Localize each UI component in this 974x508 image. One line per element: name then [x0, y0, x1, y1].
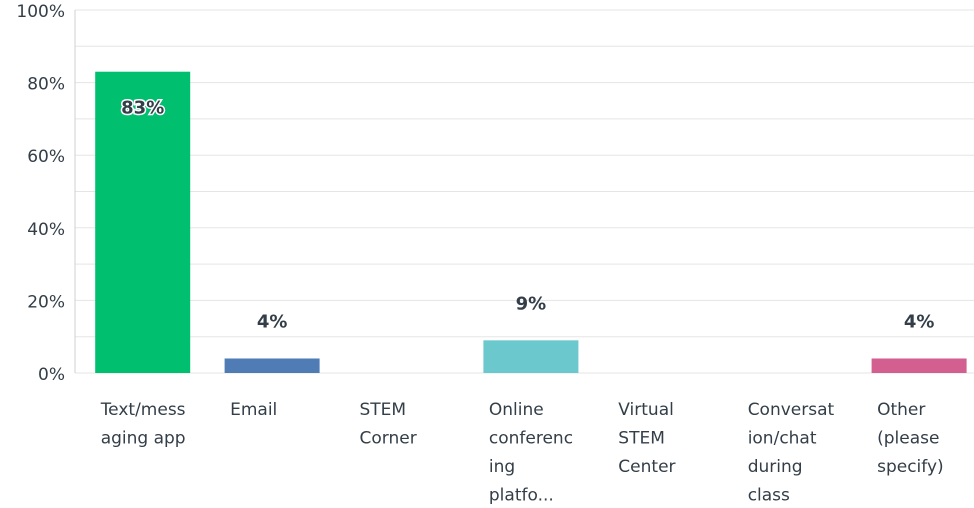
x-tick-label: Email [230, 400, 277, 420]
data-label: 9% [516, 293, 547, 314]
x-tick-label: during [748, 457, 803, 477]
x-tick-label: Corner [360, 429, 417, 449]
x-tick-label: platfo... [489, 486, 554, 506]
x-tick-label: specify) [877, 457, 944, 477]
x-tick-label: conferenc [489, 429, 573, 449]
x-tick-label: Virtual [618, 400, 674, 420]
x-tick-label: STEM [360, 400, 407, 420]
data-label: 83% [121, 98, 164, 119]
data-label: 4% [904, 311, 935, 332]
x-tick-label: aging app [101, 429, 186, 449]
bar [95, 71, 191, 374]
y-tick-label: 60% [27, 147, 65, 167]
x-tick-label: Online [489, 400, 544, 420]
bar [483, 340, 579, 373]
x-tick-label: Text/mess [100, 400, 186, 420]
bar [871, 358, 967, 373]
bar [224, 358, 320, 373]
y-tick-label: 100% [16, 2, 65, 22]
y-tick-label: 20% [27, 292, 65, 312]
x-tick-label: STEM [618, 429, 665, 449]
x-tick-label: ion/chat [748, 429, 817, 449]
x-tick-label: ing [489, 457, 515, 477]
x-tick-label: Other [877, 400, 925, 420]
x-tick-label: (please [877, 429, 939, 449]
y-tick-label: 80% [27, 75, 65, 95]
y-tick-label: 0% [38, 365, 65, 385]
y-tick-label: 40% [27, 220, 65, 240]
x-tick-label: Conversat [748, 400, 835, 420]
x-tick-label: class [748, 486, 790, 506]
data-label: 4% [257, 311, 288, 332]
x-tick-label: Center [618, 457, 675, 477]
